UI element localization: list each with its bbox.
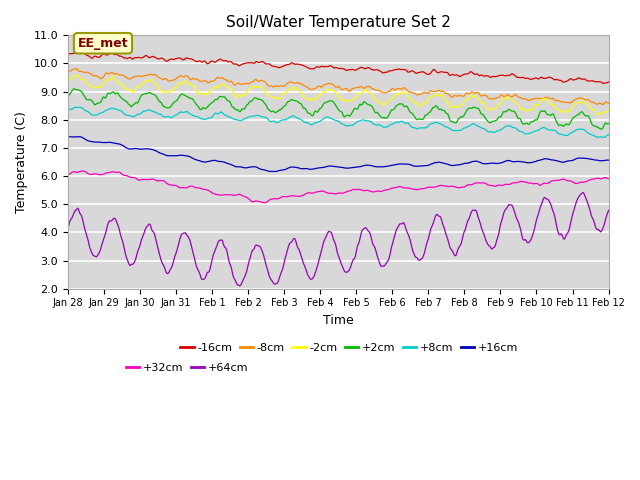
Legend: +32cm, +64cm: +32cm, +64cm bbox=[122, 359, 252, 378]
X-axis label: Time: Time bbox=[323, 314, 354, 327]
Y-axis label: Temperature (C): Temperature (C) bbox=[15, 111, 28, 213]
Title: Soil/Water Temperature Set 2: Soil/Water Temperature Set 2 bbox=[226, 15, 451, 30]
Text: EE_met: EE_met bbox=[77, 37, 128, 50]
